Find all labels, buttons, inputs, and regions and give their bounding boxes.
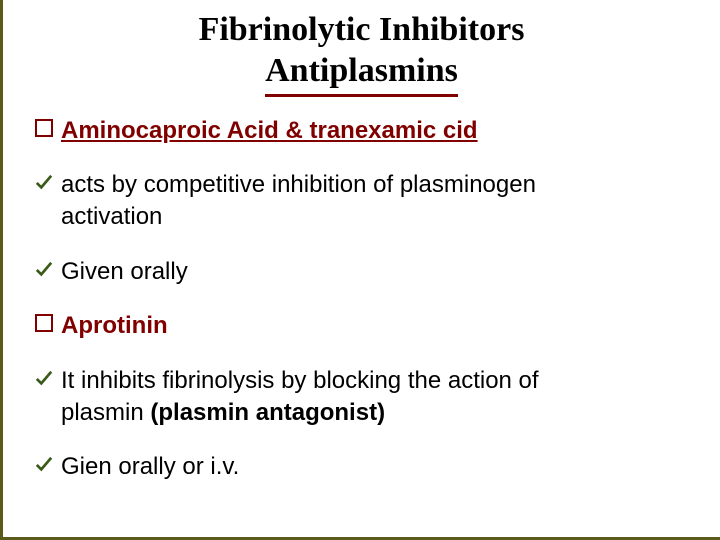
bullet-line: It inhibits fibrinolysis by blocking the… — [61, 367, 539, 394]
list-item: acts by competitive inhibition of plasmi… — [31, 169, 692, 234]
bullet-text-body: Gien orally or i.v. — [61, 451, 239, 483]
bullet-bold-tail: (plasmin antagonist) — [150, 399, 385, 426]
check-bullet-icon — [35, 455, 53, 478]
slide-title: Fibrinolytic Inhibitors Antiplasmins — [31, 10, 692, 97]
title-line-1: Fibrinolytic Inhibitors — [91, 10, 632, 51]
bullet-text-body: acts by competitive inhibition of plasmi… — [61, 169, 536, 234]
list-item: Gien orally or i.v. — [31, 451, 692, 483]
bullet-text-header: Aprotinin — [61, 310, 168, 342]
bullet-text-body: Given orally — [61, 256, 188, 288]
list-item: It inhibits fibrinolysis by blocking the… — [31, 365, 692, 430]
bullet-continuation: activation — [61, 203, 162, 230]
bullet-text-header: Aminocaproic Acid & tranexamic cid — [61, 115, 478, 147]
bullet-line: acts by competitive inhibition of plasmi… — [61, 171, 536, 198]
check-bullet-icon — [35, 369, 53, 392]
check-bullet-icon — [35, 173, 53, 196]
bullet-continuation: plasmin — [61, 399, 150, 426]
list-item: Aminocaproic Acid & tranexamic cid — [31, 115, 692, 147]
list-item: Given orally — [31, 256, 692, 288]
title-line-2: Antiplasmins — [265, 51, 458, 97]
square-bullet-icon — [35, 119, 53, 142]
check-bullet-icon — [35, 260, 53, 283]
bullet-text-body: It inhibits fibrinolysis by blocking the… — [61, 365, 539, 430]
list-item: Aprotinin — [31, 310, 692, 342]
slide-container: Fibrinolytic Inhibitors Antiplasmins Ami… — [0, 0, 720, 540]
square-bullet-icon — [35, 314, 53, 337]
